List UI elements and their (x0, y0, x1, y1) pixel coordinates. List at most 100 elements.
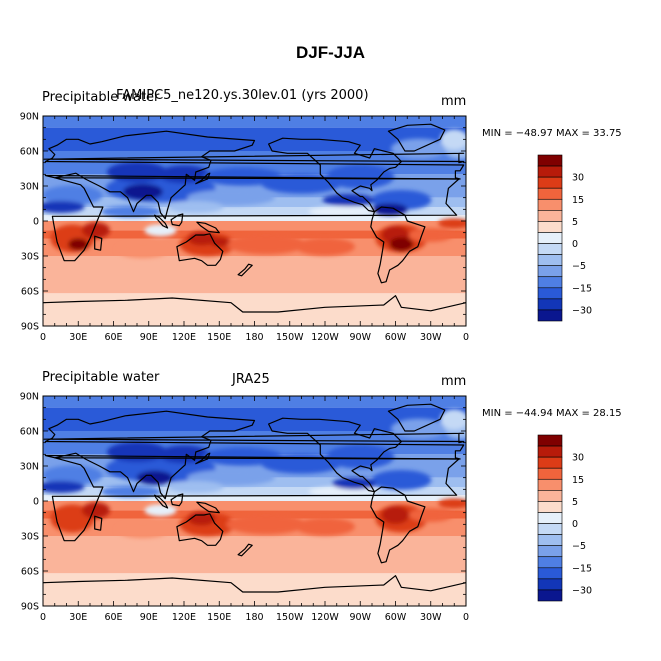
colorbar-swatch (537, 287, 563, 300)
colorbar-swatch (537, 232, 563, 244)
lon-tick-label: 90W (350, 612, 372, 623)
colorbar-swatch (537, 523, 563, 535)
colorbar-swatch (537, 243, 563, 255)
panel-units-label: mm (441, 374, 467, 389)
colorbar-swatch (537, 198, 563, 211)
colorbar-label: 0 (572, 519, 578, 530)
lat-tick-label: 60N (20, 147, 39, 158)
coastlines (43, 403, 466, 593)
colorbar-swatch (537, 254, 563, 266)
field-layer (43, 116, 466, 326)
lon-tick-label: 180 (245, 332, 263, 343)
panel-model: Precipitable water FAMIPC5_ne120.ys.30le… (0, 88, 661, 378)
colorbar-swatch (537, 567, 563, 580)
lon-tick-label: 0 (40, 612, 46, 623)
colorbar-swatch (537, 556, 563, 569)
colorbar-swatch (537, 309, 563, 322)
colorbar-label: 30 (572, 453, 584, 464)
lat-tick-label: 0 (33, 217, 39, 228)
lat-tick-label: 0 (33, 497, 39, 508)
panel-min-max: MIN = −48.97 MAX = 33.75 (482, 128, 622, 139)
panel-units-label: mm (441, 94, 467, 109)
lon-tick-label: 60E (104, 612, 122, 623)
colorbar-swatch (537, 176, 563, 189)
colorbar-swatch (537, 298, 563, 311)
colorbar-swatch (537, 265, 563, 278)
colorbar-swatch (537, 434, 563, 447)
colorbar-label: 5 (572, 217, 578, 228)
panel-variable-label: Precipitable water (42, 90, 160, 105)
colorbar-swatch (537, 154, 563, 167)
colorbar-swatch (537, 165, 563, 178)
colorbar-label: −15 (572, 283, 592, 294)
field-layer (43, 396, 466, 606)
colorbar-swatch (537, 467, 563, 480)
lon-tick-label: 120E (172, 612, 196, 623)
colorbar-label: 0 (572, 239, 578, 250)
figure-title: DJF-JJA (296, 43, 365, 62)
colorbar-label: 30 (572, 173, 584, 184)
lat-tick-label: 30S (21, 532, 39, 543)
lon-tick-label: 150E (207, 612, 231, 623)
lat-tick-label: 60S (21, 567, 39, 578)
lon-tick-label: 60E (104, 332, 122, 343)
colorbar-swatch (537, 456, 563, 469)
colorbar-label: −30 (572, 305, 592, 316)
lon-tick-label: 30W (420, 332, 442, 343)
lon-tick-label: 120W (311, 612, 339, 623)
lon-tick-label: 150E (207, 332, 231, 343)
colorbar-swatch (537, 221, 563, 233)
lon-tick-label: 60W (385, 332, 407, 343)
colorbar-swatch (537, 501, 563, 513)
colorbar-swatch (537, 276, 563, 289)
lat-tick-label: 90S (21, 322, 39, 333)
lat-tick-label: 60S (21, 287, 39, 298)
colorbar-label: −30 (572, 585, 592, 596)
colorbar-label: −5 (572, 261, 586, 272)
colorbar-label: −15 (572, 563, 592, 574)
colorbar-swatch (537, 210, 563, 222)
panel-variable-label: Precipitable water (42, 370, 160, 385)
lon-tick-label: 180 (245, 612, 263, 623)
lon-tick-label: 90W (350, 332, 372, 343)
colorbar-swatch (537, 490, 563, 502)
lat-tick-label: 90S (21, 602, 39, 613)
colorbar-swatch (537, 187, 563, 200)
colorbar-label: 15 (572, 195, 584, 206)
lat-tick-label: 90N (20, 392, 39, 403)
colorbar: 30 15 5 0 −5 −15 −30 (537, 434, 592, 602)
lon-tick-label: 90E (140, 332, 158, 343)
coastlines (43, 123, 466, 313)
colorbar-swatch (537, 589, 563, 602)
lon-tick-label: 30E (69, 612, 87, 623)
colorbar-label: −5 (572, 541, 586, 552)
colorbar-swatch (537, 545, 563, 558)
lon-tick-label: 120E (172, 332, 196, 343)
lon-tick-label: 0 (40, 332, 46, 343)
panel-reanalysis: Precipitable water JRA25 mm MIN = −44.94… (0, 368, 661, 658)
lon-tick-label: 0 (463, 332, 469, 343)
colorbar-label: 5 (572, 497, 578, 508)
colorbar-swatch (537, 534, 563, 546)
lon-tick-label: 60W (385, 612, 407, 623)
lon-tick-label: 150W (276, 612, 304, 623)
panel-case-label: FAMIPC5_ne120.ys.30lev.01 (yrs 2000) (116, 88, 369, 103)
lat-tick-label: 30N (20, 462, 39, 473)
colorbar-swatch (537, 512, 563, 524)
lon-tick-label: 30E (69, 332, 87, 343)
lon-tick-label: 120W (311, 332, 339, 343)
colorbar: 30 15 5 0 −5 −15 −30 (537, 154, 592, 322)
lat-tick-label: 30N (20, 182, 39, 193)
colorbar-swatch (537, 445, 563, 458)
colorbar-swatch (537, 578, 563, 591)
panel-min-max: MIN = −44.94 MAX = 28.15 (482, 408, 622, 419)
lon-tick-label: 30W (420, 612, 442, 623)
colorbar-label: 15 (572, 475, 584, 486)
lat-tick-label: 60N (20, 427, 39, 438)
lat-tick-label: 90N (20, 112, 39, 123)
colorbar-swatch (537, 478, 563, 491)
lon-tick-label: 0 (463, 612, 469, 623)
lon-tick-label: 150W (276, 332, 304, 343)
